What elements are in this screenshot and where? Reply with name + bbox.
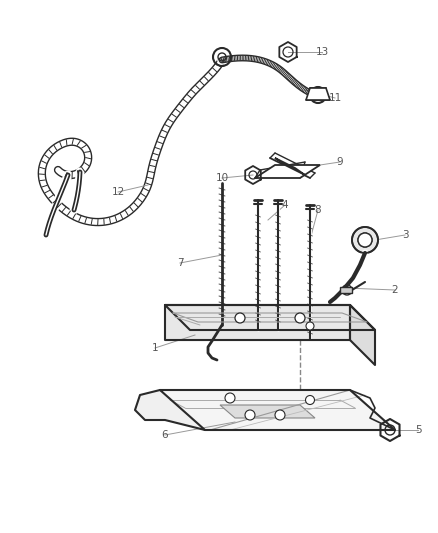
Polygon shape: [165, 305, 375, 330]
Text: 2: 2: [392, 285, 398, 295]
Polygon shape: [160, 390, 395, 430]
Polygon shape: [306, 88, 330, 100]
Polygon shape: [255, 165, 320, 178]
Circle shape: [358, 233, 372, 247]
Polygon shape: [165, 305, 350, 340]
Text: 5: 5: [415, 425, 421, 435]
Circle shape: [225, 393, 235, 403]
Text: 6: 6: [162, 430, 168, 440]
Circle shape: [352, 227, 378, 253]
Polygon shape: [135, 390, 205, 430]
Text: 13: 13: [315, 47, 328, 57]
Circle shape: [235, 313, 245, 323]
Circle shape: [275, 410, 285, 420]
Text: 12: 12: [111, 187, 125, 197]
Text: 4: 4: [282, 200, 288, 210]
Text: 11: 11: [328, 93, 342, 103]
Circle shape: [245, 410, 255, 420]
Polygon shape: [340, 287, 352, 293]
Polygon shape: [220, 405, 315, 418]
Text: 3: 3: [402, 230, 408, 240]
Text: 1: 1: [152, 343, 158, 353]
Circle shape: [295, 313, 305, 323]
Text: 7: 7: [177, 258, 184, 268]
Polygon shape: [275, 158, 305, 175]
Text: 10: 10: [215, 173, 229, 183]
Circle shape: [306, 322, 314, 330]
Circle shape: [305, 395, 314, 405]
Polygon shape: [350, 305, 375, 365]
Text: 8: 8: [314, 205, 321, 215]
Text: 9: 9: [337, 157, 343, 167]
